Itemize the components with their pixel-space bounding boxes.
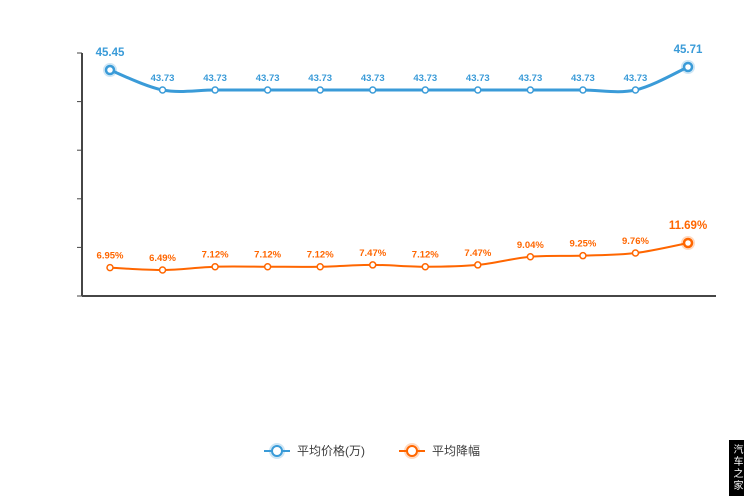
data-point-label: 9.76% (622, 236, 649, 247)
data-point-label: 43.73 (256, 73, 280, 84)
data-point-marker (158, 266, 167, 274)
autohome-watermark: 汽车之家 (729, 440, 744, 496)
data-point-marker (579, 251, 587, 260)
data-point-label: 9.25% (569, 239, 596, 250)
data-point-label: 43.73 (466, 73, 490, 84)
data-point-marker (211, 86, 219, 94)
data-point-marker (368, 86, 377, 94)
data-point-marker (158, 86, 167, 94)
data-point-marker (368, 261, 377, 269)
chart-legend: 平均价格(万) 平均降幅 (0, 442, 744, 459)
data-point-label: 7.47% (464, 248, 491, 259)
data-point-label: 7.47% (359, 248, 386, 259)
legend-label-average-price: 平均价格(万) (296, 444, 365, 458)
data-point-label: 43.73 (518, 73, 542, 84)
data-point-marker (316, 262, 324, 271)
data-point-marker (631, 249, 640, 257)
average-price-line (108, 65, 690, 94)
data-point-label: 11.69% (669, 220, 707, 232)
data-point-marker (263, 262, 272, 271)
data-point-label: 6.49% (149, 253, 176, 264)
data-point-label: 7.12% (202, 250, 229, 261)
data-point-label: 43.73 (361, 73, 385, 84)
data-point-marker (421, 86, 430, 94)
data-point-label: 43.73 (413, 73, 437, 84)
data-point-marker (474, 86, 482, 94)
data-point-marker (106, 263, 114, 272)
legend-item-average-discount[interactable]: 平均降幅 (398, 442, 480, 459)
data-point-marker (263, 86, 272, 94)
data-point-marker (526, 253, 535, 261)
data-point-label: 43.73 (571, 73, 595, 84)
data-point-label: 7.12% (412, 250, 439, 261)
average-discount-line (109, 242, 689, 272)
legend-label-average-discount: 平均降幅 (431, 444, 480, 458)
data-point-label: 7.12% (307, 250, 334, 261)
data-point-marker (682, 237, 694, 249)
data-point-marker (474, 261, 482, 269)
data-point-marker (421, 262, 430, 271)
data-point-label: 43.73 (308, 73, 332, 84)
data-point-marker (526, 86, 535, 94)
data-point-marker (104, 64, 116, 76)
line-marker-icon (398, 444, 425, 457)
data-point-marker (631, 86, 640, 94)
data-point-label: 6.95% (97, 251, 124, 262)
data-point-label: 43.73 (203, 73, 227, 84)
data-point-label: 45.45 (96, 47, 125, 59)
data-point-label: 7.12% (254, 250, 281, 261)
data-point-marker (316, 86, 324, 94)
data-point-label: 9.04% (517, 240, 544, 251)
data-point-label: 45.71 (674, 44, 703, 56)
data-point-marker (211, 262, 219, 271)
data-point-marker (579, 86, 587, 94)
data-point-marker (682, 61, 694, 73)
line-marker-icon (263, 444, 290, 457)
data-point-label: 43.73 (624, 73, 648, 84)
legend-item-average-price[interactable]: 平均价格(万) (263, 442, 365, 459)
data-point-label: 43.73 (151, 73, 175, 84)
